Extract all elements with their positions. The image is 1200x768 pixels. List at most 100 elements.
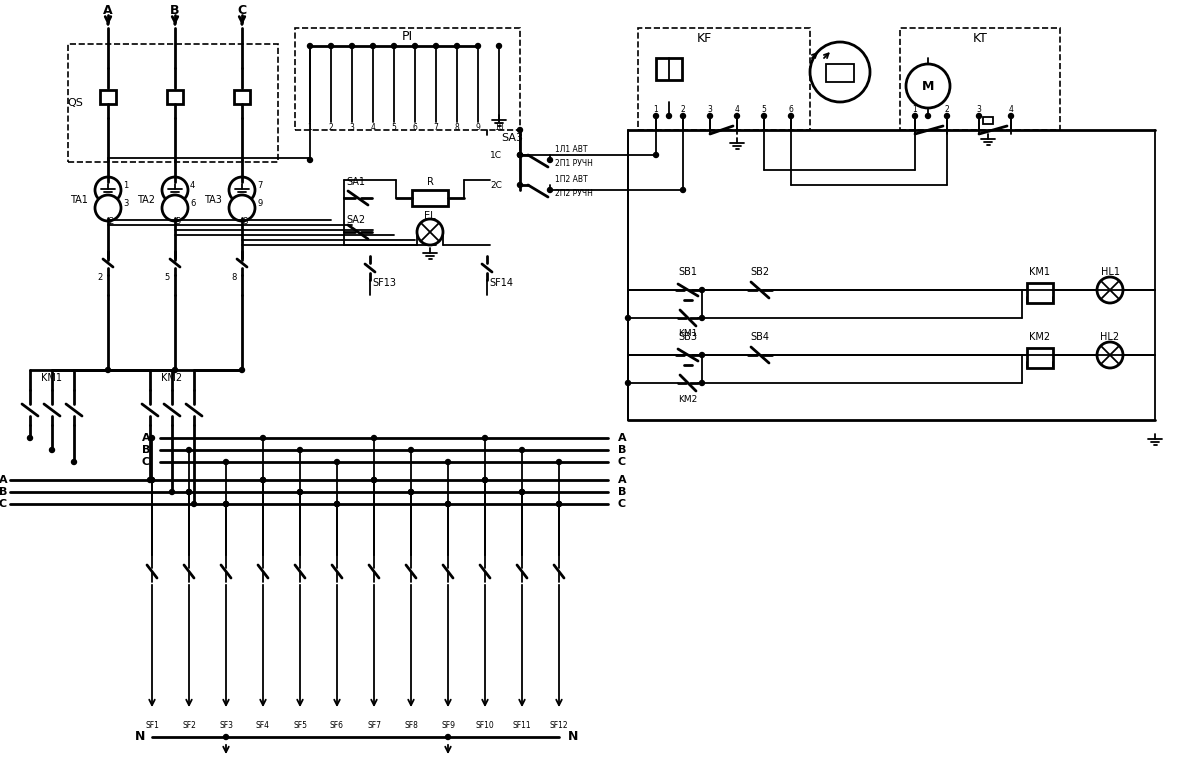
Text: 3: 3 <box>124 200 128 208</box>
Text: EL: EL <box>424 211 436 221</box>
Circle shape <box>1008 114 1014 118</box>
Circle shape <box>408 489 414 495</box>
Circle shape <box>307 44 312 48</box>
Text: TA3: TA3 <box>204 195 222 205</box>
Bar <box>638 28 810 130</box>
Text: 1: 1 <box>124 181 128 190</box>
Text: TA1: TA1 <box>70 195 88 205</box>
Text: 2: 2 <box>108 217 114 227</box>
Circle shape <box>517 153 522 157</box>
Text: 2: 2 <box>680 105 685 114</box>
Text: KM1: KM1 <box>678 329 697 339</box>
Text: C: C <box>238 4 246 16</box>
Text: 3: 3 <box>977 105 982 114</box>
Text: 8: 8 <box>455 124 460 133</box>
Circle shape <box>408 489 414 495</box>
Text: SF2: SF2 <box>182 721 196 730</box>
Text: SB1: SB1 <box>678 267 697 277</box>
Circle shape <box>445 502 450 507</box>
Text: 4: 4 <box>734 105 739 114</box>
Text: C: C <box>142 457 150 467</box>
Text: 4: 4 <box>1008 105 1014 114</box>
Circle shape <box>223 734 228 740</box>
Circle shape <box>229 177 256 203</box>
Circle shape <box>186 489 192 495</box>
Circle shape <box>517 183 522 187</box>
Text: A: A <box>0 475 7 485</box>
Bar <box>656 58 682 80</box>
Text: 4: 4 <box>190 181 196 190</box>
Circle shape <box>372 435 377 441</box>
Bar <box>1027 348 1054 368</box>
Text: SF1: SF1 <box>145 721 158 730</box>
Text: 1Л1 АВТ: 1Л1 АВТ <box>554 145 588 154</box>
Circle shape <box>788 114 793 118</box>
Circle shape <box>418 219 443 245</box>
Circle shape <box>482 478 487 482</box>
Bar <box>1027 283 1054 303</box>
Circle shape <box>666 114 672 118</box>
Circle shape <box>557 502 562 507</box>
Text: A: A <box>618 475 626 485</box>
Circle shape <box>520 448 524 452</box>
Circle shape <box>106 368 110 372</box>
Circle shape <box>700 353 704 357</box>
Circle shape <box>186 489 192 495</box>
Bar <box>826 64 854 82</box>
Circle shape <box>240 368 245 372</box>
Circle shape <box>223 459 228 465</box>
Circle shape <box>700 316 704 320</box>
Text: 10: 10 <box>494 124 504 133</box>
Text: SF13: SF13 <box>372 278 396 288</box>
Circle shape <box>475 44 480 48</box>
Text: KM2: KM2 <box>678 395 697 403</box>
Circle shape <box>700 380 704 386</box>
Text: KM2: KM2 <box>1030 332 1050 342</box>
Circle shape <box>150 435 155 441</box>
Circle shape <box>925 114 930 118</box>
Text: 1: 1 <box>654 105 659 114</box>
Circle shape <box>298 489 302 495</box>
Text: SB4: SB4 <box>750 332 769 342</box>
Text: A: A <box>142 433 150 443</box>
Circle shape <box>547 187 552 193</box>
Circle shape <box>433 44 438 48</box>
Circle shape <box>335 502 340 507</box>
Circle shape <box>307 157 312 163</box>
Text: 1: 1 <box>307 124 312 133</box>
Circle shape <box>547 157 552 163</box>
Circle shape <box>625 316 630 320</box>
Text: KM1: KM1 <box>42 373 62 383</box>
Circle shape <box>520 489 524 495</box>
Circle shape <box>482 478 487 482</box>
Circle shape <box>372 478 377 482</box>
Text: 1C: 1C <box>490 151 502 160</box>
Circle shape <box>223 502 228 507</box>
Circle shape <box>173 368 178 372</box>
Circle shape <box>223 502 228 507</box>
Circle shape <box>150 478 155 482</box>
Circle shape <box>680 114 685 118</box>
Text: 3: 3 <box>349 124 354 133</box>
Circle shape <box>700 287 704 293</box>
Circle shape <box>977 114 982 118</box>
Circle shape <box>335 459 340 465</box>
Text: C: C <box>0 499 7 509</box>
Circle shape <box>28 435 32 441</box>
Text: 1П2 АВТ: 1П2 АВТ <box>554 176 588 184</box>
Circle shape <box>371 44 376 48</box>
Bar <box>100 90 116 104</box>
Text: 2: 2 <box>329 124 334 133</box>
Text: 2: 2 <box>944 105 949 114</box>
Circle shape <box>680 187 685 193</box>
Circle shape <box>260 478 265 482</box>
Text: 2C: 2C <box>490 180 502 190</box>
Text: SF8: SF8 <box>404 721 418 730</box>
Text: 7: 7 <box>433 124 438 133</box>
Text: SF12: SF12 <box>550 721 569 730</box>
Text: N: N <box>568 730 578 743</box>
Bar <box>295 28 520 130</box>
Bar <box>68 44 278 162</box>
Text: 2П2 РУЧН: 2П2 РУЧН <box>554 188 593 197</box>
Circle shape <box>520 489 524 495</box>
